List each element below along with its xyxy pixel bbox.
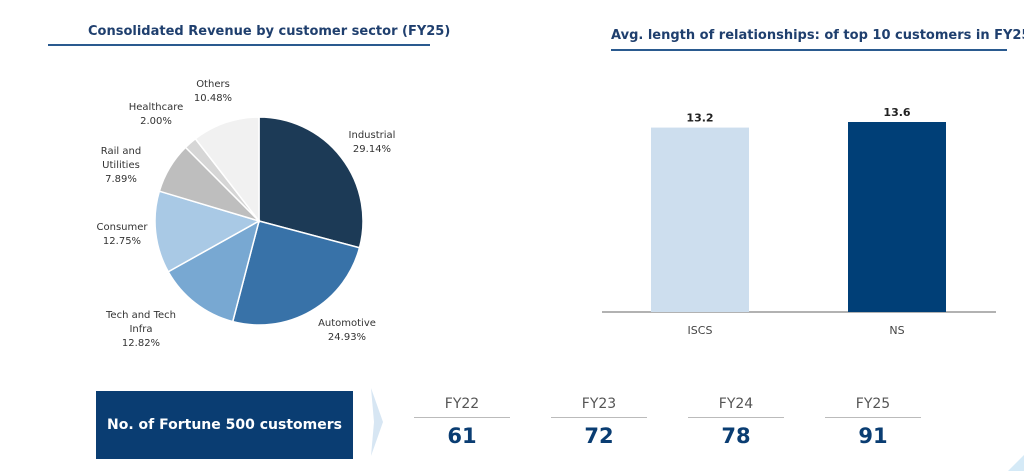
- bar-value-label-iscs: 13.2: [686, 112, 713, 125]
- pie-slice-tech-and-tech-infra: [167, 219, 261, 323]
- fortune500-label: No. of Fortune 500 customers: [107, 417, 342, 433]
- pie-label-others: Others 10.48%: [194, 79, 232, 104]
- pie-slice-automotive: [231, 220, 361, 326]
- year-value: 78: [721, 424, 751, 448]
- year-separator: [825, 417, 921, 418]
- bar-chart: 13.2 ISCS 13.6 NS: [602, 106, 996, 337]
- fortune500-year-fy24: FY24 78: [688, 396, 784, 448]
- year-value: 91: [858, 424, 888, 448]
- pie-label-rail-and-utilities: Rail and Utilities 7.89%: [101, 146, 141, 185]
- pie-label-consumer: Consumer 12.75%: [97, 222, 149, 247]
- year-label: FY25: [855, 396, 891, 412]
- pie-title-underline: [48, 44, 430, 46]
- year-label: FY22: [444, 396, 480, 412]
- year-label: FY24: [718, 396, 754, 412]
- bar-chart-title: Avg. length of relationships: of top 10 …: [611, 28, 1024, 43]
- fortune500-year-fy23: FY23 72: [551, 396, 647, 448]
- pie-chart-title: Consolidated Revenue by customer sector …: [88, 24, 451, 39]
- year-separator: [551, 417, 647, 418]
- pie-slice-industrial: [258, 116, 364, 249]
- pie-slice-others: [194, 116, 260, 224]
- pie-slice-consumer: [154, 190, 261, 273]
- bar-iscs: [651, 127, 749, 313]
- pie-label-tech-and-tech-infra: Tech and Tech Infra 12.82%: [105, 310, 176, 349]
- bar-ns: [848, 122, 946, 312]
- pie-chart: Industrial 29.14% Automotive 24.93% Tech and…: [97, 79, 396, 349]
- fortune500-year-fy22: FY22 61: [414, 396, 510, 448]
- pie-label-healthcare: Healthcare 2.00%: [129, 102, 184, 127]
- bar-title-underline: [611, 49, 1007, 51]
- pie-label-automotive: Automotive 24.93%: [318, 318, 376, 343]
- bar-category-label-ns: NS: [889, 324, 904, 337]
- year-label: FY23: [581, 396, 617, 412]
- bar-value-label-ns: 13.6: [883, 106, 910, 119]
- year-separator: [688, 417, 784, 418]
- pie-label-industrial: Industrial 29.14%: [349, 130, 396, 155]
- corner-decoration: [1008, 455, 1024, 471]
- fortune500-year-fy25: FY25 91: [825, 396, 921, 448]
- fortune500-label-box: No. of Fortune 500 customers: [96, 391, 353, 459]
- year-separator: [414, 417, 510, 418]
- chevron-divider: [371, 388, 383, 456]
- bar-category-label-iscs: ISCS: [688, 324, 713, 337]
- year-value: 72: [584, 424, 614, 448]
- year-value: 61: [447, 424, 477, 448]
